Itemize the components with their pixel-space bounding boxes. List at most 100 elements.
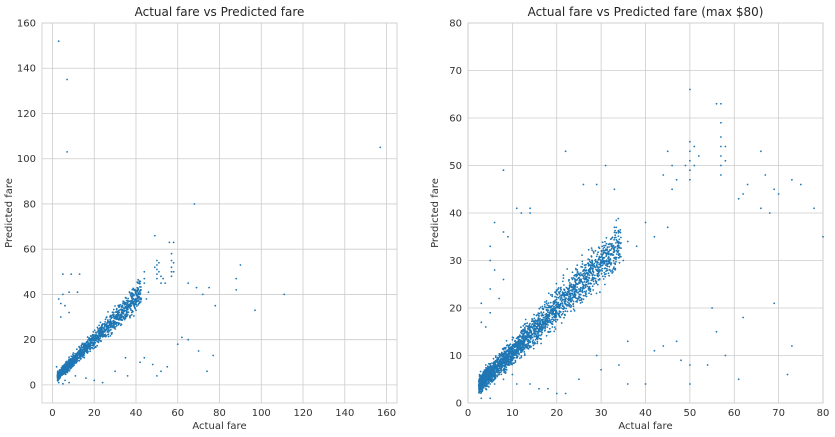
data-point <box>170 259 173 262</box>
data-point <box>720 174 722 176</box>
data-point <box>536 338 539 341</box>
data-point <box>618 364 620 366</box>
data-point <box>507 235 509 238</box>
data-point <box>168 241 171 244</box>
data-point <box>499 365 501 368</box>
data-point <box>578 288 580 290</box>
data-point <box>158 261 160 264</box>
data-point <box>512 347 515 350</box>
data-point <box>545 302 548 305</box>
data-point <box>573 274 576 277</box>
data-point <box>129 314 132 317</box>
data-point <box>720 164 722 167</box>
data-point <box>595 268 597 271</box>
chart-title: Actual fare vs Predicted fare <box>135 5 305 19</box>
data-point <box>564 314 566 317</box>
data-point <box>569 303 571 306</box>
data-point <box>604 244 607 247</box>
data-point <box>572 305 575 308</box>
data-point <box>604 240 606 243</box>
data-point <box>102 330 104 333</box>
data-point <box>576 278 578 281</box>
data-point <box>485 383 488 386</box>
data-point <box>125 308 128 311</box>
data-point <box>197 350 200 352</box>
data-point <box>555 292 558 295</box>
data-point <box>564 392 567 395</box>
data-point <box>505 339 508 342</box>
data-point <box>554 291 556 293</box>
data-point <box>508 353 511 356</box>
data-point <box>153 234 156 237</box>
data-point <box>777 193 780 195</box>
data-point <box>71 366 73 368</box>
data-point <box>588 286 590 289</box>
data-point <box>89 347 91 350</box>
data-point <box>605 242 608 245</box>
data-point <box>114 326 117 328</box>
data-point <box>136 296 139 298</box>
data-point <box>585 283 588 286</box>
data-point <box>518 335 520 338</box>
data-point <box>72 361 75 364</box>
data-point <box>81 343 83 346</box>
data-point <box>576 264 579 266</box>
data-point <box>533 332 535 335</box>
data-point <box>560 314 563 316</box>
data-point <box>90 335 92 337</box>
data-point <box>581 290 583 292</box>
data-point <box>91 344 94 346</box>
data-point <box>479 370 482 373</box>
data-point <box>538 307 541 310</box>
data-point <box>617 249 620 252</box>
data-point <box>515 383 518 385</box>
data-point <box>545 334 548 337</box>
data-point <box>591 264 594 267</box>
data-point <box>551 323 554 326</box>
data-point <box>581 254 583 256</box>
data-point <box>563 289 566 292</box>
y-tick-label: 30 <box>449 256 462 267</box>
data-point <box>59 370 62 373</box>
data-point <box>573 296 576 299</box>
data-point <box>505 352 507 355</box>
data-point <box>136 286 139 289</box>
data-point <box>591 259 593 262</box>
y-tick-label: 120 <box>17 109 36 120</box>
data-point <box>610 270 612 273</box>
data-point <box>560 296 563 299</box>
data-point <box>59 302 62 305</box>
data-point <box>498 367 501 370</box>
data-point <box>596 283 599 286</box>
data-point <box>130 314 133 316</box>
data-point <box>585 295 588 298</box>
y-tick-label: 100 <box>17 154 36 165</box>
data-point <box>618 261 621 264</box>
data-point <box>515 354 518 357</box>
data-point <box>116 322 119 324</box>
data-point <box>613 250 616 252</box>
data-point <box>568 305 571 308</box>
data-point <box>536 314 539 316</box>
data-point <box>653 349 656 352</box>
data-point <box>522 330 524 333</box>
data-point <box>546 320 548 322</box>
data-point <box>617 244 620 247</box>
data-point <box>115 314 118 316</box>
data-point <box>100 330 103 333</box>
data-point <box>572 308 575 311</box>
data-point <box>535 327 537 330</box>
data-point <box>529 329 532 331</box>
x-tick-label: 100 <box>252 408 271 419</box>
data-point <box>80 345 83 348</box>
data-point <box>589 282 592 285</box>
data-point <box>529 336 532 338</box>
data-point <box>283 293 286 296</box>
data-point <box>489 367 492 370</box>
data-point <box>569 306 572 308</box>
data-point <box>600 272 603 275</box>
data-point <box>587 258 589 260</box>
data-point <box>156 273 158 275</box>
data-point <box>617 229 620 232</box>
data-point <box>582 183 585 186</box>
